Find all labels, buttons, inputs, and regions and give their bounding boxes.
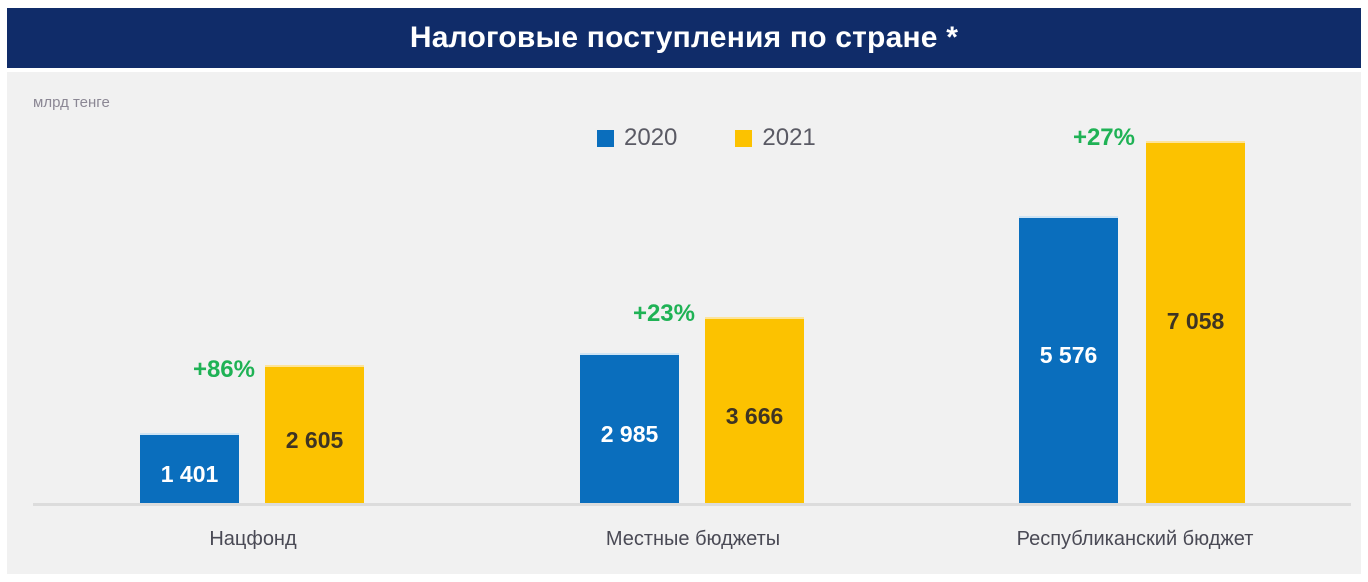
- axis-baseline: [33, 503, 1351, 506]
- growth-label-mestnye-byudzhety: +23%: [632, 300, 695, 327]
- category-label-mestnye-byudzhety: Местные бюджеты: [605, 528, 781, 550]
- legend-item-2020[interactable]: 2020: [597, 126, 677, 150]
- legend-item-2021[interactable]: 2021: [735, 124, 816, 151]
- bar-mestnye-byudzhety-2021[interactable]: 3 666: [705, 317, 804, 503]
- legend-swatch-icon-2021: [735, 129, 753, 147]
- legend-label-2020: 2020: [624, 124, 678, 151]
- legend-swatch-icon-2020: [597, 129, 614, 147]
- chart-panel: млрд тенге 2020 2021 1 401 2 605 +86% Н: [7, 72, 1361, 574]
- bar-respublikanskiy-byudzhet-2021[interactable]: 7 058: [1146, 141, 1245, 503]
- bar-value-respublikanskiy-byudzhet-2021: 7 058: [1166, 308, 1225, 334]
- bar-value-natsfond-2020: 1 401: [160, 461, 219, 487]
- title-banner: Налоговые поступления по стране *: [7, 8, 1361, 68]
- bar-natsfond-2020[interactable]: 1 401: [140, 433, 239, 503]
- chart-legend: 2020 2021: [597, 126, 816, 150]
- category-label-respublikanskiy-byudzhet: Республиканский бюджет: [1016, 528, 1254, 550]
- bar-value-respublikanskiy-byudzhet-2020: 5 576: [1039, 342, 1098, 368]
- page-title: Налоговые поступления по стране *: [409, 21, 959, 54]
- y-axis-unit-label: млрд тенге: [33, 94, 110, 111]
- bar-value-mestnye-byudzhety-2021: 3 666: [725, 403, 784, 429]
- category-label-natsfond: Нацфонд: [209, 528, 297, 550]
- legend-label-2021: 2021: [762, 124, 816, 151]
- bar-value-natsfond-2021: 2 605: [285, 427, 344, 453]
- growth-label-respublikanskiy-byudzhet: +27%: [1072, 124, 1135, 151]
- bar-value-mestnye-byudzhety-2020: 2 985: [600, 421, 659, 447]
- bar-mestnye-byudzhety-2020[interactable]: 2 985: [580, 353, 679, 503]
- bar-respublikanskiy-byudzhet-2020[interactable]: 5 576: [1019, 216, 1118, 503]
- growth-label-natsfond: +86%: [192, 356, 255, 383]
- plot-area: 1 401 2 605 +86% Нацфонд 2 985 3 666 +23…: [7, 72, 1361, 574]
- bar-natsfond-2021[interactable]: 2 605: [265, 365, 364, 503]
